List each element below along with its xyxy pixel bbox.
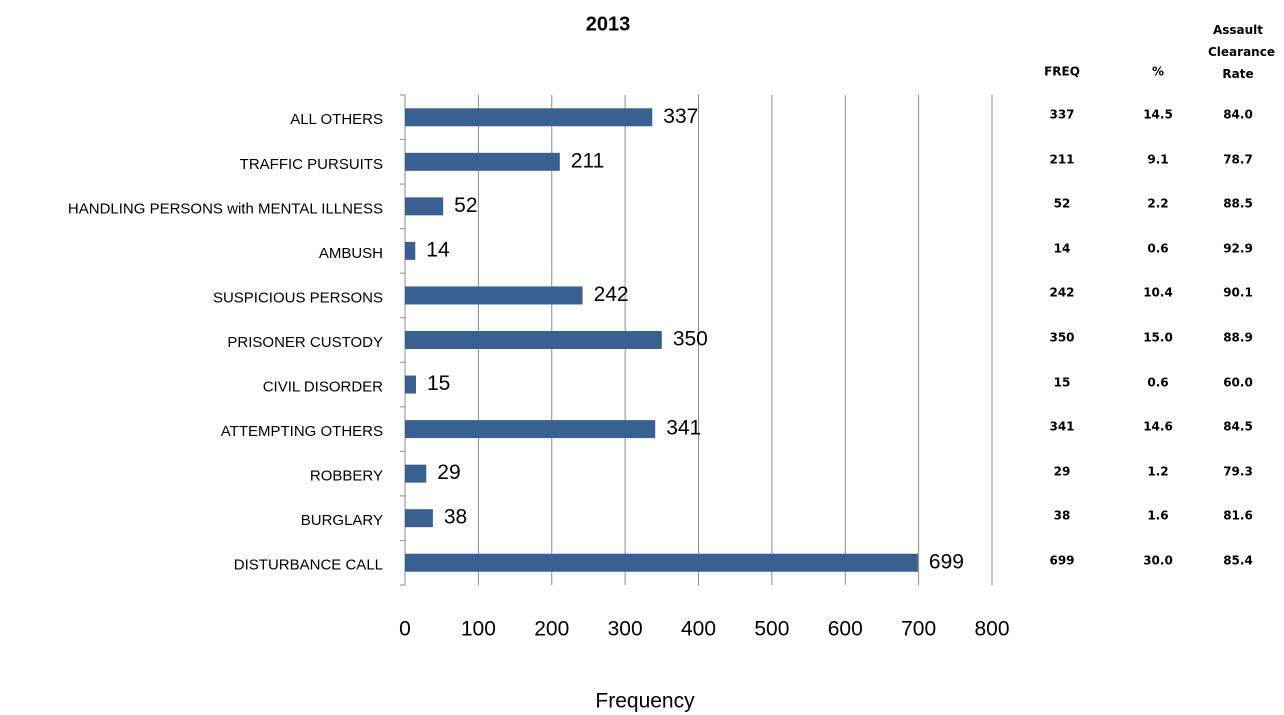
table-header: Assault Clearance Rate [1208, 23, 1275, 81]
x-tick-label: 0 [399, 618, 411, 641]
table-cell: 15 [1053, 375, 1071, 390]
y-tick-label: ROBBERY [310, 468, 383, 485]
table-cell: 81.6 [1223, 508, 1253, 523]
table-cell: 88.5 [1223, 196, 1253, 211]
y-tick-label: TRAFFIC PURSUITS [240, 156, 383, 173]
table-cell: 2.2 [1147, 196, 1169, 211]
bar [405, 331, 662, 349]
table-cell: 84.5 [1223, 419, 1253, 434]
value-label: 337 [663, 105, 698, 128]
x-tick-label: 200 [534, 618, 569, 641]
x-tick-label: 100 [461, 618, 496, 641]
table-cell: 92.9 [1223, 241, 1253, 256]
table-cell: 14 [1053, 241, 1071, 256]
table-cell: 85.4 [1223, 553, 1253, 568]
table-cell: 15.0 [1143, 330, 1173, 345]
x-tick-label: 400 [681, 618, 716, 641]
value-label: 38 [444, 506, 467, 529]
y-tick-label: PRISONER CUSTODY [227, 334, 383, 351]
table-cell: 14.6 [1143, 419, 1173, 434]
y-tick-label: BURGLARY [301, 512, 383, 529]
table-cell: 79.3 [1223, 464, 1253, 479]
bar [405, 108, 653, 127]
y-tick-label: CIVIL DISORDER [263, 379, 383, 396]
y-tick-label: AMBUSH [319, 245, 383, 262]
chart-title: 2013 [586, 13, 631, 35]
table-cell: 242 [1049, 285, 1075, 300]
table-cell: 9.1 [1147, 152, 1169, 167]
value-label: 15 [427, 372, 450, 395]
x-tick-label: 500 [754, 618, 789, 641]
table-cell: 84.0 [1223, 107, 1253, 122]
value-label: 341 [666, 417, 701, 440]
y-tick-label: SUSPICIOUS PERSONS [213, 289, 383, 306]
bar [405, 509, 433, 528]
y-tick-label: DISTURBANCE CALL [234, 557, 383, 574]
table-header: FREQ [1044, 64, 1080, 79]
x-tick-label: 300 [608, 618, 643, 641]
table-cell: 1.2 [1147, 464, 1169, 479]
bar [405, 197, 444, 216]
bar [405, 553, 918, 572]
x-tick-label: 800 [974, 618, 1009, 641]
table-cell: 211 [1049, 152, 1075, 167]
table-cell: 0.6 [1147, 375, 1169, 390]
x-tick-label: 700 [901, 618, 936, 641]
bar [405, 241, 416, 260]
table-cell: 52 [1053, 196, 1071, 211]
bar [405, 420, 656, 439]
bar [405, 375, 417, 394]
table-cell: 337 [1049, 107, 1075, 122]
bar [405, 152, 560, 171]
table-cell: 0.6 [1147, 241, 1169, 256]
table-cell: 10.4 [1143, 285, 1173, 300]
table-cell: 88.9 [1223, 330, 1253, 345]
table-header: % [1151, 64, 1165, 79]
table-cell: 90.1 [1223, 285, 1253, 300]
x-tick-label: 600 [828, 618, 863, 641]
y-tick-label: HANDLING PERSONS with MENTAL ILLNESS [68, 200, 383, 217]
table-cell: 38 [1053, 508, 1071, 523]
value-label: 211 [571, 149, 604, 172]
table-cell: 14.5 [1143, 107, 1173, 122]
x-axis-label: Frequency [595, 690, 695, 713]
table-cell: 60.0 [1223, 375, 1253, 390]
value-label: 29 [437, 461, 460, 484]
value-label: 699 [929, 550, 964, 573]
bar [405, 286, 583, 305]
value-label: 52 [454, 194, 477, 217]
table-cell: 699 [1049, 553, 1075, 568]
table-cell: 1.6 [1147, 508, 1169, 523]
value-label: 350 [673, 328, 708, 351]
table-cell: 341 [1049, 419, 1075, 434]
value-label: 14 [426, 238, 450, 261]
y-tick-label: ATTEMPTING OTHERS [221, 423, 383, 440]
table-cell: 350 [1049, 330, 1075, 345]
value-label: 242 [594, 283, 629, 306]
table-cell: 29 [1053, 464, 1071, 479]
table-cell: 78.7 [1223, 152, 1253, 167]
table-cell: 30.0 [1143, 553, 1173, 568]
y-tick-label: ALL OTHERS [290, 111, 383, 128]
bar [405, 464, 427, 483]
